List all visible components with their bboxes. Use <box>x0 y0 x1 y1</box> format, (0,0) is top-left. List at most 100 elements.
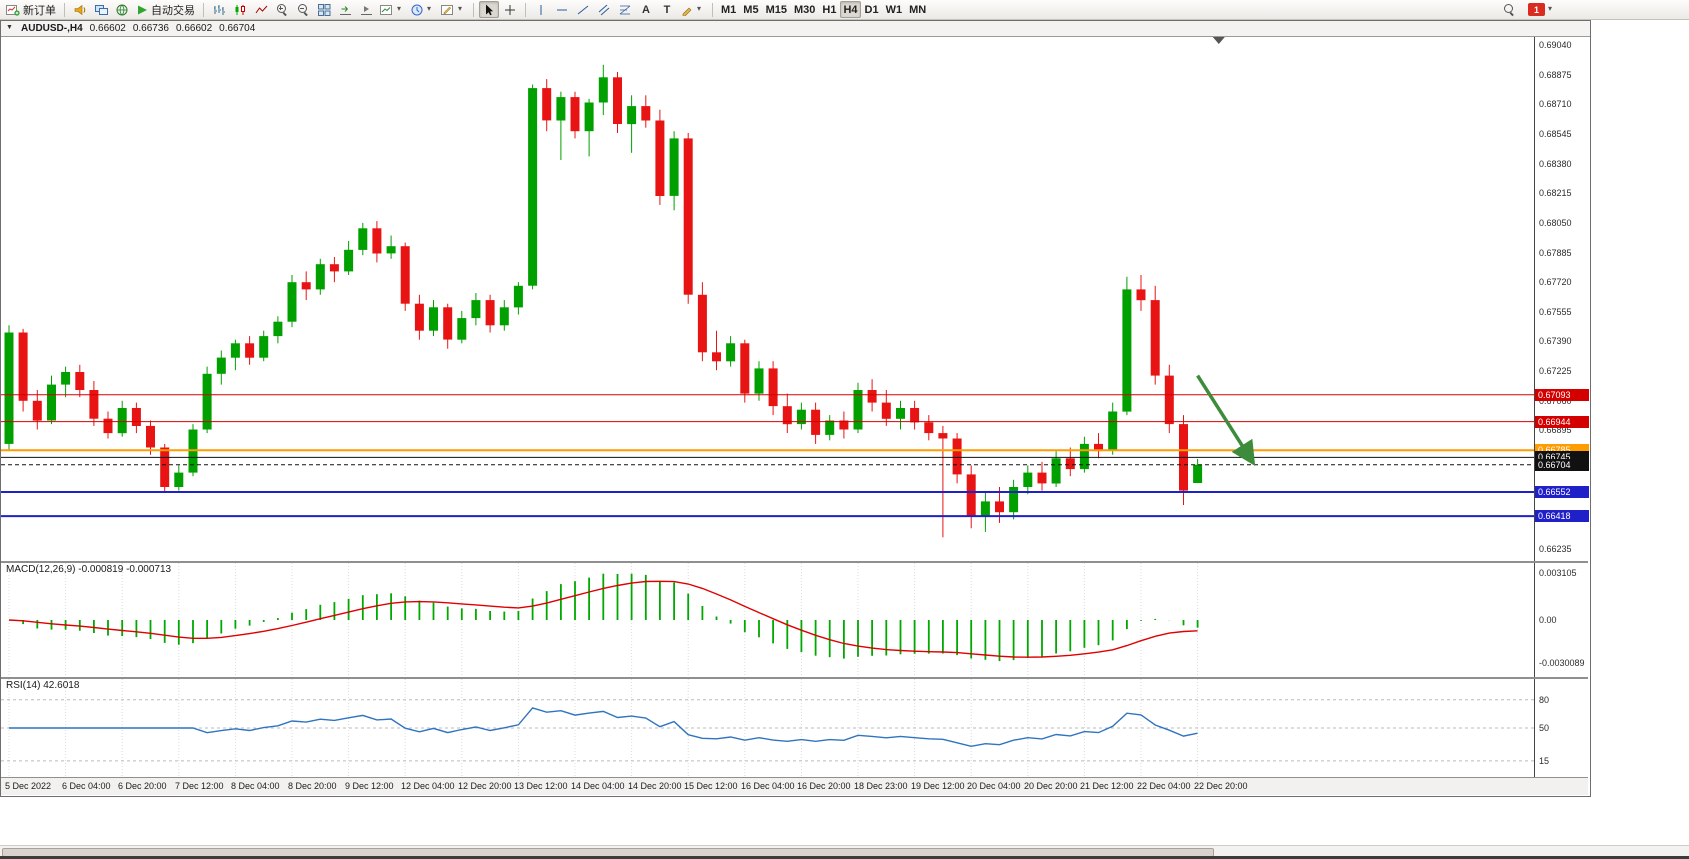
candlestick-chart[interactable] <box>1 37 1534 561</box>
text-tool-icon: A <box>642 3 650 16</box>
timeframe-w1-button[interactable]: W1 <box>883 1 906 18</box>
time-axis-label: 12 Dec 04:00 <box>401 781 455 791</box>
fibonacci-button[interactable] <box>615 1 635 18</box>
rsi-axis-level: 15 <box>1539 756 1550 766</box>
dropdown-caret-icon <box>1548 4 1555 15</box>
toolbar-separator <box>712 2 713 17</box>
bars-chart-icon <box>213 4 225 15</box>
play-icon <box>138 5 147 14</box>
new-order-button[interactable]: 新订单 <box>3 1 59 18</box>
timeframe-m30-button[interactable]: M30 <box>791 1 818 18</box>
price-level-label: 0.66944 <box>1535 416 1589 428</box>
time-axis-label: 22 Dec 20:00 <box>1194 781 1248 791</box>
shapes-button[interactable] <box>678 1 707 18</box>
price-tick: 0.68875 <box>1539 70 1572 80</box>
panel-divider[interactable] <box>1 561 1588 563</box>
chart-symbol-timeframe: AUDUSD-,H4 <box>21 23 83 34</box>
timeframe-mn-button[interactable]: MN <box>906 1 929 18</box>
community-button[interactable] <box>112 1 132 18</box>
chart-titlebar: AUDUSD-,H4 0.66602 0.66736 0.66602 0.667… <box>1 21 1590 37</box>
tile-windows-button[interactable] <box>314 1 334 18</box>
cursor-icon <box>486 4 493 15</box>
timeframe-d1-button[interactable]: D1 <box>862 1 882 18</box>
main-toolbar: 新订单 自动交易 <box>0 0 1689 20</box>
crosshair-button[interactable] <box>500 1 520 18</box>
channel-button[interactable] <box>594 1 614 18</box>
tile-windows-icon <box>317 3 330 16</box>
dropdown-caret-icon <box>397 4 404 15</box>
time-axis-label: 12 Dec 20:00 <box>458 781 512 791</box>
dropdown-caret-icon <box>697 4 704 15</box>
horizontal-scrollbar[interactable] <box>0 845 1689 857</box>
cursor-button[interactable] <box>479 1 499 18</box>
price-tick: 0.69040 <box>1539 40 1572 50</box>
notifications-button[interactable]: 1 <box>1525 1 1558 18</box>
zoom-in-icon <box>276 4 288 15</box>
toolbar-separator <box>525 2 526 17</box>
time-axis-label: 14 Dec 04:00 <box>571 781 625 791</box>
notification-badge: 1 <box>1528 3 1545 16</box>
line-chart-icon <box>255 5 267 13</box>
time-axis[interactable]: 5 Dec 2022 6 Dec 04:00 6 Dec 20:00 7 Dec 12… <box>1 777 1588 795</box>
fibonacci-icon <box>619 5 631 14</box>
zoom-out-button[interactable] <box>293 1 313 18</box>
label-tool-button[interactable]: T <box>657 1 677 18</box>
bars-chart-button[interactable] <box>209 1 229 18</box>
macd-panel[interactable]: MACD(12,26,9) -0.000819 -0.000713 <box>1 563 1534 677</box>
price-chart-area[interactable] <box>1 37 1534 561</box>
trendline-button[interactable] <box>573 1 593 18</box>
line-chart-button[interactable] <box>251 1 271 18</box>
rsi-panel[interactable]: RSI(14) 42.6018 <box>1 679 1534 777</box>
time-axis-label: 9 Dec 12:00 <box>345 781 394 791</box>
monitors-button[interactable] <box>91 1 111 18</box>
vertical-line-button[interactable] <box>531 1 551 18</box>
search-button[interactable] <box>1499 1 1519 18</box>
text-tool-button[interactable]: A <box>636 1 656 18</box>
candlestick-chart-icon <box>235 4 245 15</box>
horizontal-line-button[interactable] <box>552 1 572 18</box>
price-level-label: 0.66704 <box>1535 459 1589 471</box>
new-chart-button[interactable] <box>377 1 407 18</box>
rsi-label: RSI(14) 42.6018 <box>6 680 80 691</box>
auto-trading-button[interactable]: 自动交易 <box>133 1 198 18</box>
horn-icon <box>74 4 85 15</box>
new-order-label: 新订单 <box>23 4 56 17</box>
chart-open-value: 0.66602 <box>89 23 126 34</box>
pencil-icon <box>682 7 692 16</box>
price-tick: 0.67225 <box>1539 366 1572 376</box>
timeframe-h1-button[interactable]: H1 <box>819 1 839 18</box>
auto-scroll-button[interactable] <box>335 1 355 18</box>
horizontal-line-icon <box>557 9 567 10</box>
time-axis-label: 13 Dec 12:00 <box>514 781 568 791</box>
price-axis[interactable]: 0.69040 0.68875 0.68710 0.68545 0.68380 0.682… <box>1534 37 1589 795</box>
timeframe-h4-button[interactable]: H4 <box>840 1 861 18</box>
timeframe-m1-button[interactable]: M1 <box>718 1 739 18</box>
panel-divider[interactable] <box>1 677 1588 679</box>
profiles-button[interactable] <box>408 1 437 18</box>
macd-label: MACD(12,26,9) -0.000819 -0.000713 <box>6 564 172 575</box>
auto-scroll-icon <box>339 5 351 15</box>
macd-chart[interactable] <box>1 563 1534 677</box>
price-tick: 0.68710 <box>1539 99 1572 109</box>
zoom-in-button[interactable] <box>272 1 292 18</box>
new-chart-icon <box>380 4 392 15</box>
chart-shift-button[interactable] <box>356 1 376 18</box>
timeframe-m15-button[interactable]: M15 <box>763 1 790 18</box>
rsi-chart[interactable] <box>1 679 1534 777</box>
rsi-axis-level: 80 <box>1539 695 1550 705</box>
templates-button[interactable] <box>438 1 468 18</box>
label-tool-icon: T <box>663 3 671 16</box>
search-icon <box>1503 4 1515 15</box>
templates-icon <box>441 4 453 15</box>
auto-trading-label: 自动交易 <box>151 4 195 17</box>
time-axis-label: 7 Dec 12:00 <box>175 781 224 791</box>
time-axis-label: 21 Dec 12:00 <box>1080 781 1134 791</box>
price-tick: 0.67885 <box>1539 248 1572 258</box>
toolbar-separator <box>203 2 204 17</box>
candles-chart-button[interactable] <box>230 1 250 18</box>
chart-menu-icon[interactable] <box>6 24 14 34</box>
timeframe-m5-button[interactable]: M5 <box>740 1 761 18</box>
toolbar-separator <box>473 2 474 17</box>
alerts-button[interactable] <box>70 1 90 18</box>
dropdown-caret-icon <box>458 4 465 15</box>
